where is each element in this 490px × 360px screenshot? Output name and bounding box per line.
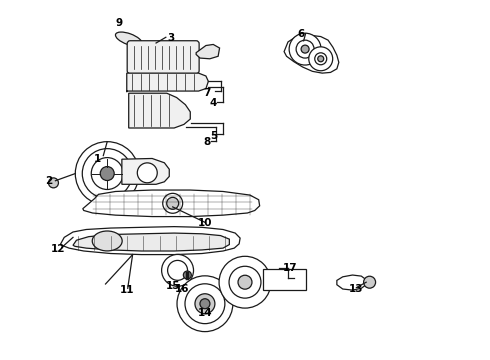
Circle shape [177,276,233,332]
Circle shape [183,271,191,279]
Circle shape [200,299,210,309]
Circle shape [318,56,324,62]
Text: 12: 12 [51,244,66,254]
Circle shape [167,197,179,209]
Text: 17: 17 [283,263,297,273]
Text: 4: 4 [209,98,217,108]
Text: 15: 15 [166,281,180,291]
Polygon shape [129,93,190,128]
Circle shape [315,53,327,65]
Polygon shape [83,190,260,217]
Circle shape [195,294,215,314]
Circle shape [185,284,225,324]
Circle shape [289,33,321,65]
Circle shape [219,256,271,308]
Text: 9: 9 [115,18,122,28]
Circle shape [82,149,132,198]
Polygon shape [73,233,229,251]
Text: 11: 11 [120,285,134,296]
Text: 16: 16 [175,284,190,294]
Text: 6: 6 [297,29,305,39]
Text: 8: 8 [204,138,211,147]
Circle shape [100,167,114,180]
Text: 14: 14 [197,309,212,318]
Text: 3: 3 [167,33,174,43]
Polygon shape [337,275,366,290]
Polygon shape [284,35,339,73]
Circle shape [91,158,123,189]
Circle shape [137,163,157,183]
Polygon shape [122,158,169,184]
Text: 2: 2 [45,176,52,186]
Text: 1: 1 [94,154,101,164]
Polygon shape [60,226,240,255]
Circle shape [162,255,194,286]
Circle shape [301,45,309,53]
Circle shape [238,275,252,289]
Text: 7: 7 [203,88,211,98]
Polygon shape [127,73,208,92]
Ellipse shape [92,231,122,251]
Circle shape [49,178,58,188]
Circle shape [309,47,333,71]
Polygon shape [196,44,220,59]
Ellipse shape [116,32,142,46]
FancyBboxPatch shape [263,269,306,290]
Text: 5: 5 [211,131,218,141]
Text: 13: 13 [349,284,364,294]
Circle shape [229,266,261,298]
Circle shape [364,276,375,288]
Circle shape [75,142,139,206]
FancyBboxPatch shape [127,41,199,73]
Circle shape [168,260,188,280]
Text: 10: 10 [197,218,212,228]
Circle shape [163,193,183,213]
Circle shape [296,40,314,58]
